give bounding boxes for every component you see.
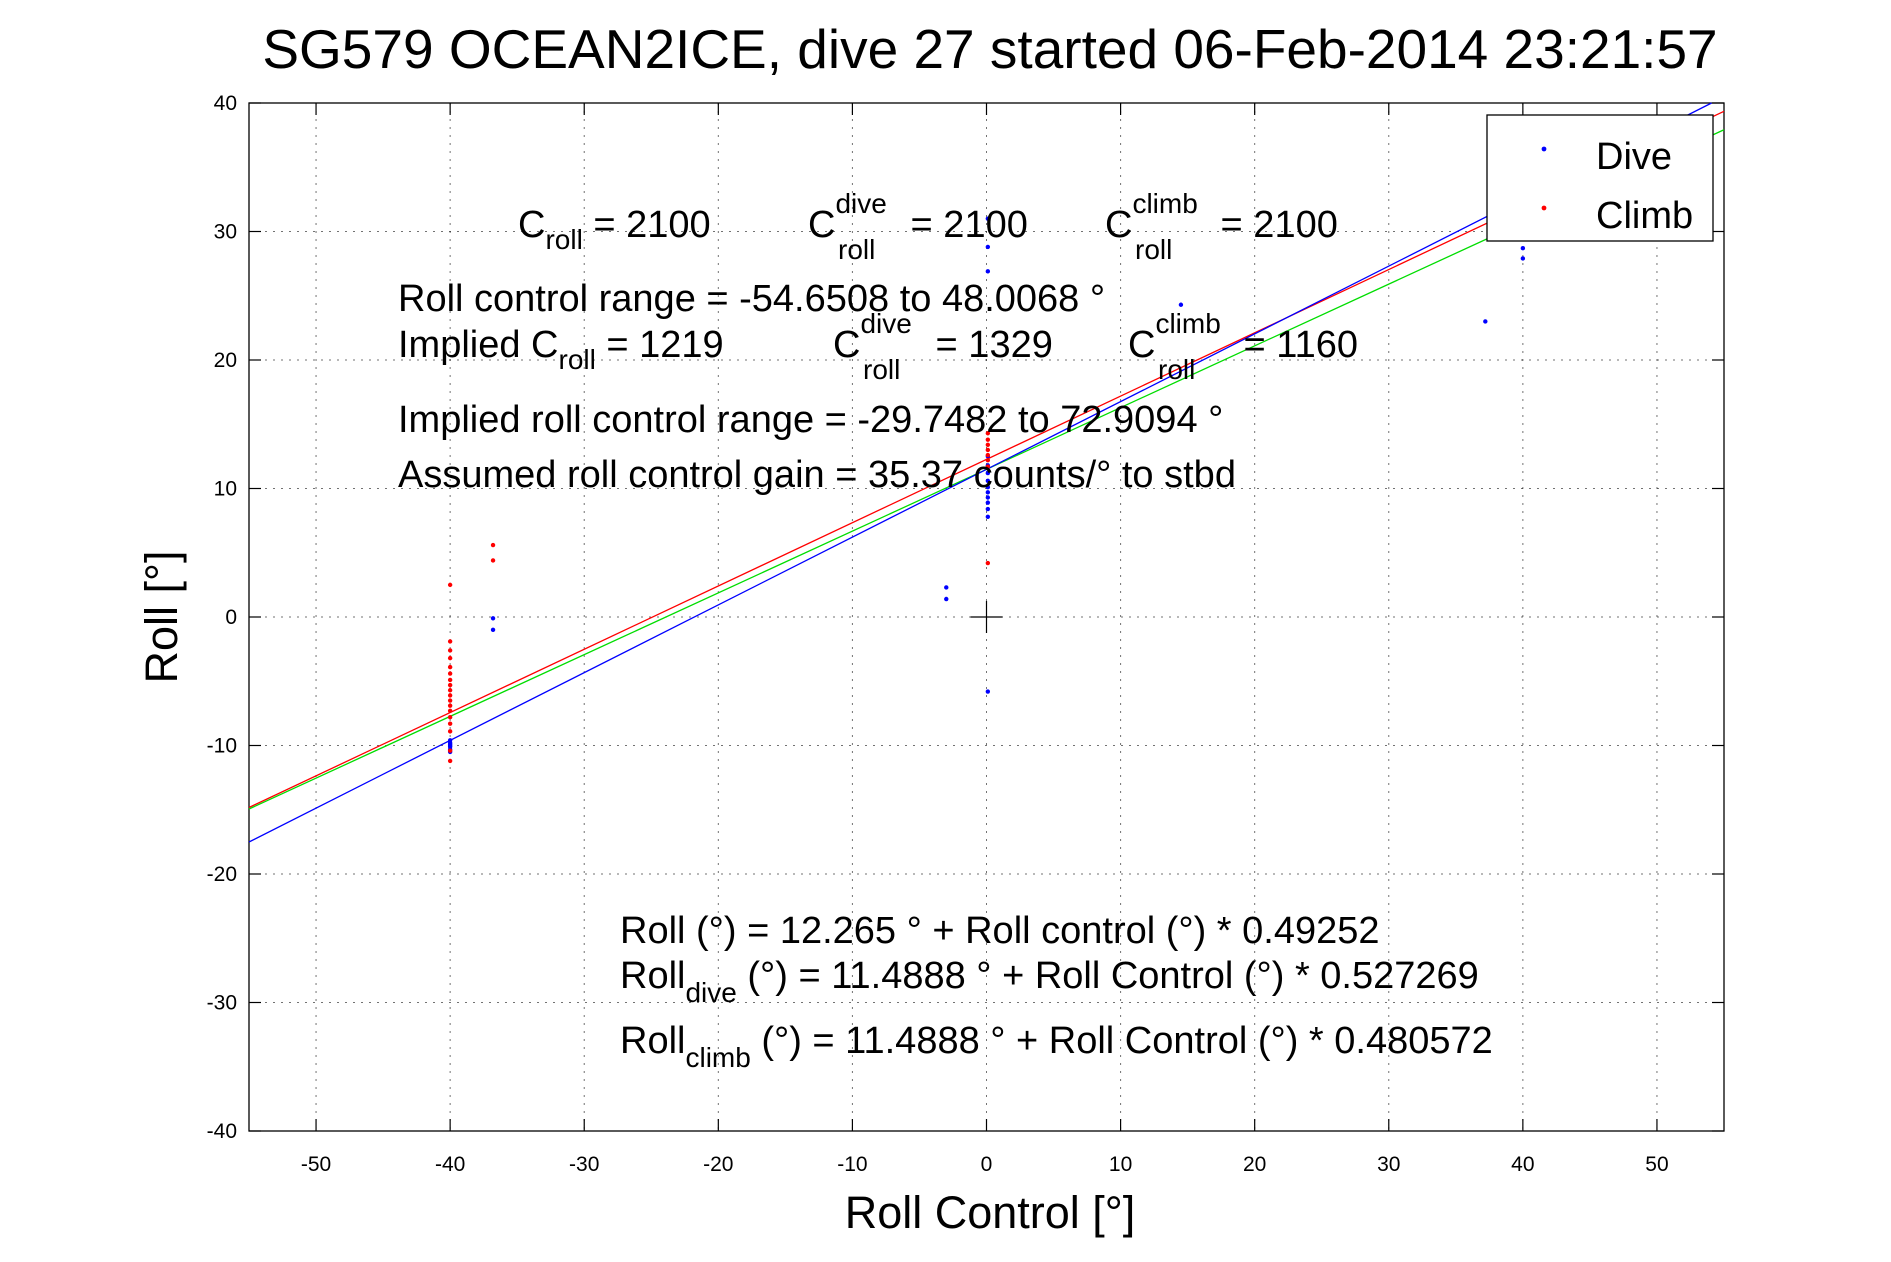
- point-climb: [447, 748, 453, 753]
- point-dive: [985, 485, 991, 490]
- legend-marker-dive: [1541, 146, 1547, 152]
- legend-label-climb: Climb: [1596, 195, 1693, 237]
- annotation-fit-all: Roll (°) = 12.265 ° + Roll control (°) *…: [620, 910, 1380, 952]
- y-tick-label: 40: [214, 92, 237, 115]
- x-tick-label: -20: [703, 1153, 733, 1176]
- point-dive: [985, 495, 991, 500]
- annotation-implied-c-roll-dive: Cdive roll = 1329: [833, 308, 1053, 385]
- point-dive: [1520, 256, 1526, 261]
- annotation-implied-c-roll: Implied Croll = 1219: [398, 324, 724, 375]
- annotation-range: Roll control range = -54.6508 to 48.0068…: [398, 278, 1105, 320]
- legend-label-dive: Dive: [1596, 136, 1672, 178]
- y-tick-label: -40: [207, 1120, 237, 1143]
- annotation-gain: Assumed roll control gain = 35.37 counts…: [398, 454, 1236, 496]
- point-climb: [447, 664, 453, 670]
- x-tick-label: -40: [435, 1153, 465, 1176]
- point-climb: [447, 758, 453, 764]
- x-axis-label: Roll Control [°]: [845, 1187, 1136, 1238]
- chart-title: SG579 OCEAN2ICE, dive 27 started 06-Feb-…: [262, 18, 1717, 80]
- y-tick-label: 10: [214, 478, 237, 501]
- point-dive: [1483, 319, 1488, 324]
- x-tick-label: 10: [1109, 1153, 1132, 1176]
- point-dive: [490, 627, 496, 633]
- point-climb: [447, 682, 453, 688]
- fit-line-2: [248, 102, 1712, 843]
- x-tick-label: -30: [569, 1153, 599, 1176]
- zero-crosshair: [970, 601, 1003, 633]
- plot-area: -50 -40 -30 -20 -10 0 10 20 30 40 50 -40 -30 -20 -10 0 1…: [207, 92, 1725, 1176]
- y-tick-label: 30: [214, 221, 237, 244]
- y-tick-label: -10: [207, 735, 237, 758]
- annotation-c-roll-climb: Cclimb roll = 2100: [1105, 188, 1338, 265]
- point-climb: [447, 729, 453, 734]
- point-climb: [985, 464, 991, 469]
- point-dive: [985, 689, 991, 694]
- legend-box: [1486, 114, 1714, 242]
- annotation-c-roll: Croll = 2100: [518, 204, 711, 255]
- point-dive: [985, 514, 991, 519]
- x-tick-label: 40: [1511, 1153, 1534, 1176]
- point-dive: [944, 596, 949, 602]
- data-points: [447, 216, 1526, 764]
- point-dive: [985, 506, 991, 512]
- point-dive: [985, 470, 991, 476]
- x-tick-label: 30: [1377, 1153, 1400, 1176]
- annotation-fit-climb: Rollclimb (°) = 11.4888 ° + Roll Control…: [620, 1020, 1493, 1073]
- point-climb: [447, 721, 453, 726]
- legend: Dive Climb: [1486, 114, 1714, 242]
- y-tick-label: 20: [214, 349, 237, 372]
- point-climb: [447, 677, 453, 683]
- point-dive: [1178, 302, 1184, 307]
- ticks: -50 -40 -30 -20 -10 0 10 20 30 40 50 -40 -30 -20 -10 0 1…: [207, 92, 1724, 1176]
- point-climb: [447, 582, 453, 588]
- point-climb: [490, 542, 496, 548]
- point-climb: [985, 431, 991, 436]
- point-climb: [447, 639, 453, 644]
- x-tick-label: 50: [1645, 1153, 1668, 1176]
- point-dive: [985, 269, 991, 274]
- point-dive: [447, 740, 453, 746]
- point-climb: [447, 708, 453, 714]
- point-dive: [985, 490, 991, 495]
- point-climb: [447, 715, 453, 720]
- y-tick-label: 0: [225, 606, 237, 629]
- x-tick-label: 20: [1243, 1153, 1266, 1176]
- point-climb: [447, 698, 453, 703]
- point-climb: [985, 447, 991, 453]
- point-dive: [490, 616, 496, 621]
- point-dive: [1520, 246, 1526, 251]
- annotation-fit-dive: Rolldive (°) = 11.4888 ° + Roll Control …: [620, 955, 1479, 1008]
- y-axis-label: Roll [°]: [136, 550, 187, 683]
- point-climb: [490, 558, 496, 563]
- point-climb: [447, 703, 453, 708]
- annotation-c-roll-dive: Cdive roll = 2100: [808, 188, 1028, 265]
- point-dive: [985, 500, 991, 505]
- point-dive: [985, 216, 991, 221]
- point-climb: [985, 560, 991, 566]
- point-climb: [985, 442, 991, 448]
- point-climb: [447, 671, 453, 676]
- legend-marker-climb: [1541, 205, 1547, 211]
- point-climb: [447, 693, 453, 698]
- point-dive: [985, 244, 991, 250]
- annotations: Croll = 2100 Cdive roll = 2100 Cclimb roll…: [398, 188, 1493, 1073]
- point-dive: [985, 478, 991, 483]
- y-tick-label: -20: [207, 863, 237, 886]
- point-climb: [985, 452, 991, 458]
- x-tick-label: 0: [981, 1153, 993, 1176]
- point-climb: [985, 458, 991, 463]
- x-tick-label: -50: [301, 1153, 331, 1176]
- point-climb: [447, 655, 453, 661]
- y-tick-label: -30: [207, 992, 237, 1015]
- point-dive: [944, 585, 949, 590]
- annotation-implied-range: Implied roll control range = -29.7482 to…: [398, 399, 1223, 441]
- annotation-implied-c-roll-climb: Cclimb roll = 1160: [1128, 308, 1358, 385]
- point-climb: [447, 648, 453, 653]
- x-tick-label: -10: [837, 1153, 867, 1176]
- point-climb: [985, 437, 991, 442]
- point-climb: [447, 688, 453, 693]
